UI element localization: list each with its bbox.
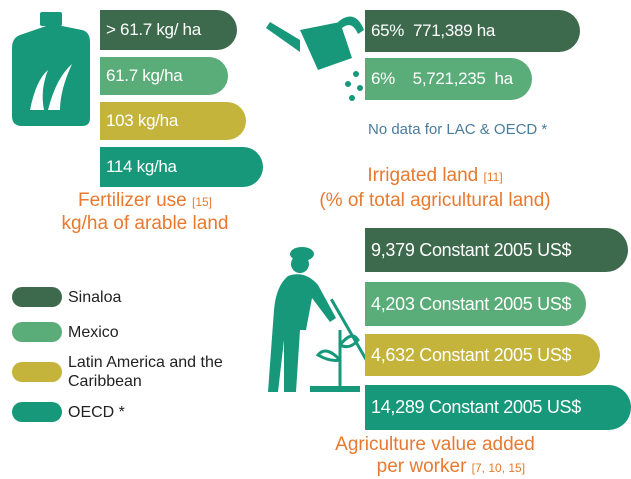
ref: [15] [192,195,213,209]
fertilizer-bar: > 61.7 kg/ ha [100,10,237,50]
legend-swatch [12,402,62,422]
legend-label: OECD * [68,404,125,421]
agriculture-bar: 4,632 Constant 2005 US$ [365,334,600,376]
fertilizer-caption: Fertilizer use [15] kg/ha of arable land [20,190,270,235]
agriculture-bar: 9,379 Constant 2005 US$ [365,228,628,272]
ref: [7, 10, 15] [471,461,526,475]
irrigated-bar: 6% 5,721,235 ha [365,58,532,100]
agriculture-caption: Agriculture value added per worker [7, 1… [300,434,570,479]
legend-swatch [12,287,62,307]
note: No data for LAC & OECD * [368,121,548,138]
legend-swatch [12,322,62,342]
subtitle: (% of total agricultural land) [319,190,551,211]
agriculture-bar: 4,203 Constant 2005 US$ [365,282,586,326]
title: Fertilizer use [77,190,187,211]
legend-label: Mexico [68,324,119,341]
farmer-icon [268,247,368,392]
subtitle: per worker [376,456,467,477]
irrigated-caption: Irrigated land [11] (% of total agricult… [290,164,580,212]
legend-swatch [12,362,62,382]
watering-can-icon [266,16,364,101]
legend-label: Sinaloa [68,289,122,306]
title: Agriculture value added [335,434,535,455]
ref: [11] [483,170,503,184]
subtitle: kg/ha of arable land [61,213,229,234]
fertilizer-bar: 114 kg/ha [100,147,263,187]
title: Irrigated land [367,165,479,186]
agriculture-bar: 14,289 Constant 2005 US$ [365,385,631,430]
fertilizer-bar: 61.7 kg/ha [100,57,228,95]
legend-label: Latin America and the Caribbean [68,354,223,390]
fertilizer-icon [12,12,90,126]
irrigated-bar: 65% 771,389 ha [365,10,580,52]
fertilizer-bar: 103 kg/ha [100,102,246,140]
